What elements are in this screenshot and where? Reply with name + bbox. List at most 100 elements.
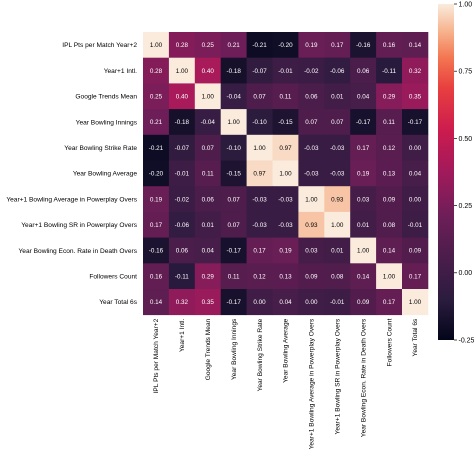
heatmap-cell-value: 0.16 xyxy=(150,273,163,280)
heatmap-cell-value: 0.93 xyxy=(331,196,344,203)
heatmap-cell xyxy=(402,32,429,59)
heatmap-cell-value: -0.11 xyxy=(175,273,189,280)
heatmap-cell-value: 0.11 xyxy=(383,119,395,126)
heatmap-cell-value: -0.17 xyxy=(226,299,241,306)
heatmap-cell-value: 0.32 xyxy=(409,68,422,75)
heatmap-cell xyxy=(143,109,170,136)
heatmap-cell xyxy=(143,289,170,316)
heatmap-cell xyxy=(194,289,222,316)
heatmap-cell xyxy=(324,160,351,187)
y-tick-label: Google Trends Mean xyxy=(75,94,137,101)
heatmap-cell-value: 0.35 xyxy=(409,93,422,100)
heatmap-cell xyxy=(376,211,403,238)
heatmap-cell xyxy=(194,263,222,290)
colorbar-ticks: -0.25 0.00 0.25 0.50 0.75 1.00 xyxy=(454,1,474,344)
colorbar-tick-label: 0.25 xyxy=(459,203,473,210)
heatmap-cell xyxy=(324,237,351,264)
heatmap-cell-value: -0.10 xyxy=(252,119,267,126)
heatmap-cell xyxy=(143,237,170,264)
heatmap-cell xyxy=(350,289,377,316)
heatmap-cell xyxy=(272,186,299,213)
heatmap-cell xyxy=(194,186,222,213)
y-tick-label: Followers Count xyxy=(89,273,137,280)
heatmap-cell-value: 0.03 xyxy=(305,248,318,255)
x-tick-label: Year Bowling Innings xyxy=(231,318,238,380)
x-tick-label: Year+1 Bowling SR in Powerplay Overs xyxy=(335,318,342,434)
colorbar-tick-label: -0.25 xyxy=(459,337,474,344)
heatmap-cell-value: 0.17 xyxy=(383,299,396,306)
heatmap-cell xyxy=(350,186,377,213)
heatmap-cell xyxy=(220,237,247,264)
heatmap-cell xyxy=(324,186,351,213)
heatmap-cell-value: -0.04 xyxy=(226,93,241,100)
heatmap-cell xyxy=(298,186,325,213)
heatmap-cell-value: 0.08 xyxy=(331,273,344,280)
x-tick-label: Year+1 Intl. xyxy=(179,319,186,352)
heatmap-cell xyxy=(220,289,247,316)
heatmap-cell-value: -0.16 xyxy=(356,42,371,49)
heatmap-cell-value: 0.12 xyxy=(253,273,266,280)
heatmap-cell-value: 0.21 xyxy=(150,119,163,126)
heatmap-cell xyxy=(194,134,222,161)
heatmap-cell-value: 0.14 xyxy=(357,273,370,280)
heatmap-cell xyxy=(376,57,403,84)
heatmap-cell-value: 0.28 xyxy=(176,42,189,49)
heatmap-cell xyxy=(298,134,325,161)
heatmap-cell xyxy=(168,237,196,264)
heatmap-cell-value: 0.04 xyxy=(279,299,292,306)
heatmap-cell xyxy=(194,237,222,264)
heatmap-cell-value: -0.01 xyxy=(175,171,190,178)
heatmap-cell-value: 0.40 xyxy=(176,93,189,100)
colorbar-gradient xyxy=(438,4,454,340)
heatmap-cell xyxy=(402,134,429,161)
heatmap-cell-value: 0.19 xyxy=(279,248,292,255)
heatmap-cell-value: 0.14 xyxy=(383,248,396,255)
heatmap-cell-value: -0.04 xyxy=(201,119,216,126)
heatmap-cell xyxy=(402,109,429,136)
heatmap-cell xyxy=(168,263,196,290)
heatmap-cell-value: 0.09 xyxy=(357,299,370,306)
heatmap-cell xyxy=(324,109,351,136)
y-tick-label: Year Bowling Average xyxy=(73,171,137,178)
heatmap-cell xyxy=(220,160,247,187)
heatmap-cell-value: 0.17 xyxy=(357,145,370,152)
heatmap-cell xyxy=(168,83,196,110)
heatmap-cell-value: 1.00 xyxy=(409,299,422,306)
heatmap-cell-value: -0.18 xyxy=(175,119,190,126)
heatmap-cell xyxy=(350,83,377,110)
heatmap-cell xyxy=(246,289,273,316)
heatmap-cell xyxy=(272,263,299,290)
heatmap-cell-value: 0.03 xyxy=(357,196,370,203)
heatmap-cell xyxy=(324,83,351,110)
heatmap-cell-value: 0.14 xyxy=(150,299,163,306)
heatmap-cell-value: 0.32 xyxy=(176,299,189,306)
heatmap-cell-value: 0.01 xyxy=(331,93,344,100)
heatmap-cell-value: 0.04 xyxy=(357,93,370,100)
heatmap-cell xyxy=(194,32,222,59)
heatmap-cell-value: 0.97 xyxy=(253,171,266,178)
heatmap-cell-value: 1.00 xyxy=(176,68,189,75)
heatmap-cell xyxy=(272,237,299,264)
heatmap-cell-value: 0.93 xyxy=(305,222,318,229)
heatmap-cell-value: 0.07 xyxy=(305,119,318,126)
y-tick-label: Year Total 6s xyxy=(99,299,137,306)
heatmap-cell xyxy=(272,289,299,316)
heatmap-cell xyxy=(143,160,170,187)
heatmap-cell xyxy=(298,160,325,187)
heatmap-cell-value: 0.21 xyxy=(228,42,241,49)
heatmap-cell-value: 0.04 xyxy=(202,248,215,255)
heatmap-cell-value: 1.00 xyxy=(279,171,292,178)
heatmap-cell-value: -0.21 xyxy=(149,145,164,152)
heatmap-cell-value: -0.03 xyxy=(252,222,267,229)
heatmap-cell xyxy=(194,160,222,187)
heatmap-cell xyxy=(376,83,403,110)
heatmap-cell-value: -0.01 xyxy=(408,222,423,229)
x-tick-label: IPL Pts per Match Year+2 xyxy=(153,318,160,393)
heatmap-cell-value: 0.00 xyxy=(253,299,266,306)
heatmap-cell xyxy=(376,289,403,316)
heatmap-cell xyxy=(376,109,403,136)
heatmap-cell-value: 0.12 xyxy=(383,145,396,152)
heatmap-cell-value: -0.17 xyxy=(408,119,423,126)
y-tick-label: Year Bowling Innings xyxy=(76,119,138,126)
heatmap-cell xyxy=(220,32,247,59)
